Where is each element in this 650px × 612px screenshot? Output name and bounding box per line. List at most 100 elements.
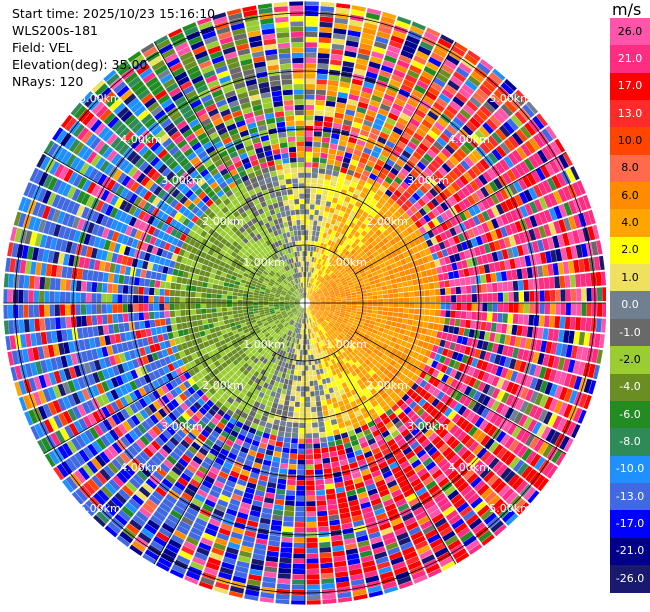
velocity-gate bbox=[367, 222, 375, 229]
velocity-gate bbox=[437, 166, 448, 177]
velocity-gate bbox=[305, 402, 311, 408]
velocity-gate bbox=[310, 338, 314, 344]
velocity-gate bbox=[402, 546, 416, 556]
velocity-gate bbox=[370, 332, 377, 338]
velocity-gate bbox=[315, 299, 321, 302]
velocity-gate bbox=[359, 331, 366, 337]
velocity-gate bbox=[408, 497, 420, 507]
velocity-gate bbox=[391, 348, 398, 355]
velocity-gate bbox=[558, 219, 567, 233]
velocity-gate bbox=[185, 408, 195, 418]
velocity-gate bbox=[353, 116, 364, 124]
velocity-gate bbox=[209, 552, 223, 561]
velocity-gate bbox=[577, 228, 586, 243]
velocity-gate bbox=[386, 372, 394, 380]
velocity-gate bbox=[340, 464, 350, 471]
velocity-gate bbox=[392, 332, 400, 338]
velocity-gate bbox=[316, 263, 320, 269]
velocity-gate bbox=[457, 405, 467, 416]
velocity-gate bbox=[370, 536, 383, 545]
velocity-gate bbox=[305, 26, 318, 32]
velocity-gate bbox=[517, 280, 524, 291]
velocity-gate bbox=[87, 413, 97, 426]
velocity-gate bbox=[216, 364, 224, 372]
velocity-gate bbox=[333, 332, 338, 338]
velocity-gate bbox=[325, 377, 331, 384]
velocity-gate bbox=[329, 451, 338, 458]
velocity-gate bbox=[324, 268, 330, 274]
velocity-gate bbox=[295, 327, 299, 333]
velocity-gate bbox=[545, 125, 557, 140]
velocity-gate bbox=[313, 131, 322, 137]
velocity-gate bbox=[428, 282, 435, 290]
velocity-gate bbox=[319, 294, 325, 298]
velocity-gate bbox=[475, 161, 486, 173]
velocity-gate bbox=[450, 287, 456, 295]
velocity-gate bbox=[220, 369, 228, 377]
velocity-gate bbox=[414, 463, 425, 473]
velocity-gate bbox=[289, 325, 294, 331]
velocity-gate bbox=[512, 442, 524, 455]
velocity-gate bbox=[215, 439, 225, 448]
velocity-gate bbox=[305, 73, 316, 79]
velocity-gate bbox=[408, 285, 414, 292]
velocity-gate bbox=[247, 520, 259, 528]
velocity-gate bbox=[305, 334, 307, 340]
velocity-gate bbox=[424, 309, 430, 316]
velocity-gate bbox=[385, 50, 399, 59]
velocity-gate bbox=[375, 369, 383, 377]
velocity-gate bbox=[386, 264, 393, 271]
velocity-gate bbox=[207, 470, 218, 480]
velocity-gate bbox=[187, 418, 197, 427]
velocity-gate bbox=[177, 476, 189, 487]
velocity-gate bbox=[319, 296, 325, 299]
velocity-gate bbox=[348, 366, 354, 373]
velocity-gate bbox=[305, 52, 317, 58]
velocity-gate bbox=[271, 402, 278, 409]
velocity-gate bbox=[227, 452, 238, 461]
velocity-gate bbox=[352, 444, 361, 452]
velocity-gate bbox=[353, 282, 360, 287]
velocity-gate bbox=[275, 376, 281, 383]
velocity-gate bbox=[548, 192, 558, 206]
velocity-gate bbox=[165, 474, 177, 485]
velocity-gate bbox=[320, 373, 326, 380]
velocity-gate bbox=[281, 339, 286, 345]
velocity-gate bbox=[379, 20, 394, 30]
velocity-gate bbox=[427, 395, 436, 404]
velocity-gate bbox=[300, 318, 303, 324]
velocity-gate bbox=[212, 317, 219, 323]
velocity-gate bbox=[494, 415, 504, 427]
velocity-gate bbox=[333, 363, 339, 370]
velocity-gate bbox=[416, 467, 428, 478]
velocity-gate bbox=[377, 351, 384, 358]
velocity-gate bbox=[286, 309, 291, 313]
velocity-gate bbox=[398, 373, 407, 382]
velocity-gate bbox=[360, 376, 368, 383]
velocity-gate bbox=[238, 451, 247, 459]
velocity-gate bbox=[339, 312, 346, 316]
velocity-gate bbox=[373, 193, 381, 202]
velocity-gate bbox=[390, 35, 405, 45]
velocity-gate bbox=[378, 225, 386, 233]
velocity-gate bbox=[300, 339, 304, 345]
velocity-gate bbox=[581, 347, 589, 361]
velocity-gate bbox=[310, 322, 313, 328]
velocity-gate bbox=[243, 376, 250, 383]
velocity-gate bbox=[388, 412, 397, 421]
velocity-gate bbox=[407, 349, 415, 357]
velocity-gate bbox=[228, 377, 236, 385]
velocity-gate bbox=[206, 523, 219, 532]
velocity-gate bbox=[381, 493, 392, 503]
velocity-gate bbox=[306, 261, 310, 267]
velocity-gate bbox=[371, 313, 377, 318]
velocity-gate bbox=[601, 318, 606, 333]
velocity-gate bbox=[324, 308, 330, 311]
velocity-gate bbox=[367, 420, 376, 428]
velocity-gate bbox=[340, 228, 347, 235]
velocity-gate bbox=[357, 358, 364, 365]
velocity-gate bbox=[309, 304, 315, 308]
velocity-gate bbox=[434, 517, 447, 528]
velocity-gate bbox=[516, 245, 524, 257]
velocity-gate bbox=[166, 402, 176, 412]
